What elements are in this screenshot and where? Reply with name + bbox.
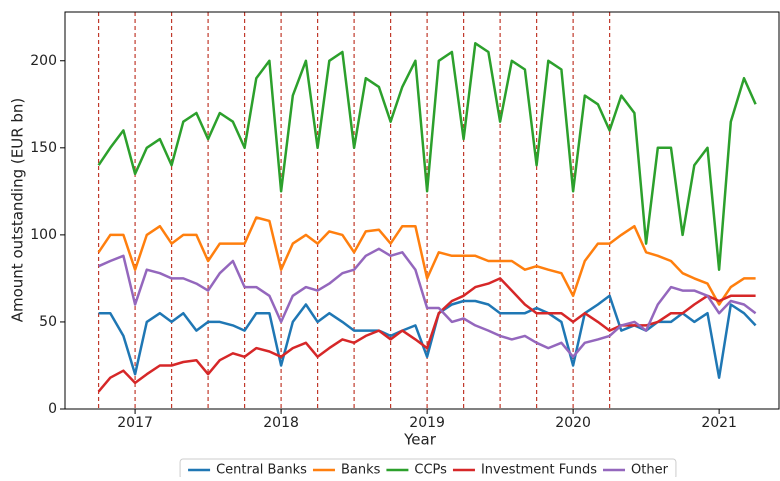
legend-label: Investment Funds (481, 463, 597, 478)
x-tick-label: 2018 (263, 415, 299, 431)
series-line (98, 247, 757, 359)
y-tick-label: 100 (30, 227, 57, 243)
y-tick-label: 50 (39, 314, 57, 330)
legend-label: CCPs (414, 463, 447, 478)
series-line (97, 277, 756, 393)
axes-frame (64, 11, 780, 410)
x-axis-label: Year (403, 431, 437, 449)
x-tick-label: 2020 (555, 415, 591, 431)
y-tick-label: 0 (48, 401, 57, 417)
legend-label: Central Banks (216, 463, 307, 478)
x-tick-label: 2019 (409, 415, 445, 431)
x-tick-label: 2017 (117, 415, 153, 431)
series-line (97, 216, 756, 306)
legend-label: Other (631, 463, 669, 478)
series-line (97, 42, 757, 271)
y-tick-label: 150 (30, 140, 57, 156)
y-tick-label: 200 (30, 53, 57, 69)
x-tick-label: 2021 (701, 415, 737, 431)
legend-label: Banks (341, 463, 381, 478)
legend: Central Banks Banks CCPs Investment Funds Ot… (179, 458, 677, 480)
y-axis-label: Amount outstanding (EUR bn) (9, 98, 27, 323)
